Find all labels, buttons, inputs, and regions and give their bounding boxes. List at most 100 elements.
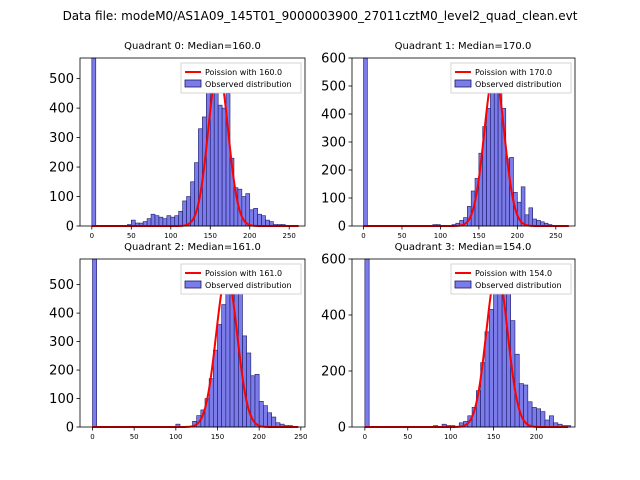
- histogram-bar: [174, 215, 179, 227]
- x-tick-label: 50: [403, 433, 412, 441]
- x-tick-label: 150: [204, 232, 217, 240]
- histogram-bar: [91, 57, 97, 227]
- histogram-bar: [497, 292, 503, 428]
- histogram-bar: [166, 215, 172, 227]
- histogram-bar: [544, 419, 550, 428]
- x-tick-label: 0: [361, 232, 365, 240]
- histogram-bar: [245, 193, 251, 227]
- histogram-bar: [170, 216, 176, 227]
- y-tick-label: 600: [321, 253, 346, 268]
- histogram-bar: [257, 213, 262, 227]
- histogram-bar: [531, 407, 537, 428]
- y-tick-label: 200: [321, 365, 346, 380]
- histogram-bar: [486, 108, 491, 227]
- histogram-bar: [527, 401, 533, 428]
- x-tick-label: 0: [90, 232, 94, 240]
- histogram-bar: [548, 415, 554, 428]
- histogram-bar: [258, 401, 264, 428]
- x-tick-label: 250: [549, 232, 562, 240]
- x-tick-label: 200: [252, 433, 265, 441]
- legend-hist-label: Observed distribution: [475, 281, 562, 290]
- x-tick-label: 100: [444, 433, 457, 441]
- axes-frame: [79, 57, 306, 227]
- y-tick-label: 400: [49, 307, 74, 322]
- legend-hist-label: Observed distribution: [475, 80, 562, 89]
- histogram-bar: [271, 416, 277, 428]
- histogram-bar: [162, 218, 168, 227]
- x-tick-label: 150: [472, 232, 485, 240]
- histogram-bar: [540, 411, 546, 428]
- histogram-bar: [146, 218, 152, 227]
- panel-title: Quadrant 3: Median=154.0: [395, 242, 532, 253]
- x-tick-label: 100: [164, 232, 177, 240]
- x-tick-label: 200: [530, 433, 543, 441]
- histogram-bar: [213, 349, 218, 428]
- x-tick-label: 250: [283, 232, 296, 240]
- y-tick-label: 500: [49, 72, 74, 87]
- histogram-bar: [261, 215, 266, 227]
- legend: Poission with 160.0 Observed distributio…: [180, 62, 302, 94]
- histogram-bar: [528, 207, 533, 227]
- histogram-bar: [493, 283, 499, 428]
- legend: Poission with 161.0 Observed distributio…: [180, 263, 302, 295]
- y-tick-label: 600: [321, 52, 346, 67]
- panel-title: Quadrant 1: Median=170.0: [395, 41, 532, 52]
- x-tick-label: 200: [243, 232, 256, 240]
- histogram-bar: [92, 258, 97, 428]
- histogram-bar: [253, 208, 258, 227]
- histogram-bar: [225, 292, 231, 428]
- y-tick-label: 500: [49, 278, 74, 293]
- x-tick-label: 100: [169, 433, 182, 441]
- histogram-bar: [364, 258, 370, 428]
- y-tick-label: 100: [49, 190, 74, 205]
- figure-suptitle: Data file: modeM0/AS1A09_145T01_90000039…: [63, 9, 578, 23]
- y-tick-label: 400: [49, 102, 74, 117]
- histogram-bar: [221, 304, 227, 428]
- histogram-bar: [150, 213, 156, 227]
- y-tick-label: 100: [321, 192, 346, 207]
- histogram-bar: [488, 309, 494, 428]
- axes-frame: [79, 258, 306, 428]
- x-tick-label: 0: [90, 433, 94, 441]
- histogram-bar: [493, 71, 499, 227]
- x-tick-label: 250: [294, 433, 307, 441]
- histogram-bar: [217, 104, 223, 227]
- histogram-bar: [182, 200, 187, 227]
- y-tick-label: 500: [321, 80, 346, 95]
- histogram-bar: [178, 210, 183, 227]
- histogram-bar: [233, 278, 239, 428]
- histogram-bar: [249, 209, 254, 227]
- histogram-bar: [520, 186, 526, 227]
- histogram-bar: [186, 196, 191, 227]
- legend-fit-label: Poission with 160.0: [205, 68, 282, 77]
- poisson-fit-line: [92, 273, 299, 428]
- legend-fit-label: Poission with 161.0: [205, 269, 282, 278]
- y-tick-label: 200: [49, 364, 74, 379]
- panel-quadrant-0: Quadrant 0: Median=160.0 0 50 100 150 200 250…: [49, 41, 306, 240]
- x-tick-label: 150: [487, 433, 500, 441]
- x-tick-label: 50: [398, 232, 407, 240]
- histogram-bar: [221, 107, 227, 227]
- histogram-bar: [206, 84, 211, 227]
- panel-quadrant-2: Quadrant 2: Median=161.0 0 50 100 150 200 250…: [49, 242, 307, 441]
- axes-frame: [351, 258, 576, 428]
- histogram-bar: [198, 128, 203, 227]
- histogram-bar: [254, 374, 260, 428]
- histogram-bar: [536, 408, 541, 428]
- histogram-bar: [217, 324, 222, 428]
- y-tick-label: 400: [321, 108, 346, 123]
- histogram-bar: [154, 215, 160, 227]
- poisson-fit-line: [363, 70, 569, 227]
- histogram-bar: [363, 57, 368, 227]
- y-tick-label: 400: [321, 309, 346, 324]
- panel-quadrant-3: Quadrant 3: Median=154.0 0 50 100 150 200 0 20…: [321, 242, 576, 441]
- panel-title: Quadrant 2: Median=161.0: [124, 242, 261, 253]
- x-tick-label: 0: [363, 433, 367, 441]
- y-tick-label: 300: [321, 136, 346, 151]
- x-tick-label: 200: [511, 232, 524, 240]
- y-tick-label: 200: [321, 164, 346, 179]
- y-tick-label: 0: [338, 220, 346, 235]
- legend-fit-label: Poission with 154.0: [475, 269, 552, 278]
- x-tick-label: 50: [127, 232, 136, 240]
